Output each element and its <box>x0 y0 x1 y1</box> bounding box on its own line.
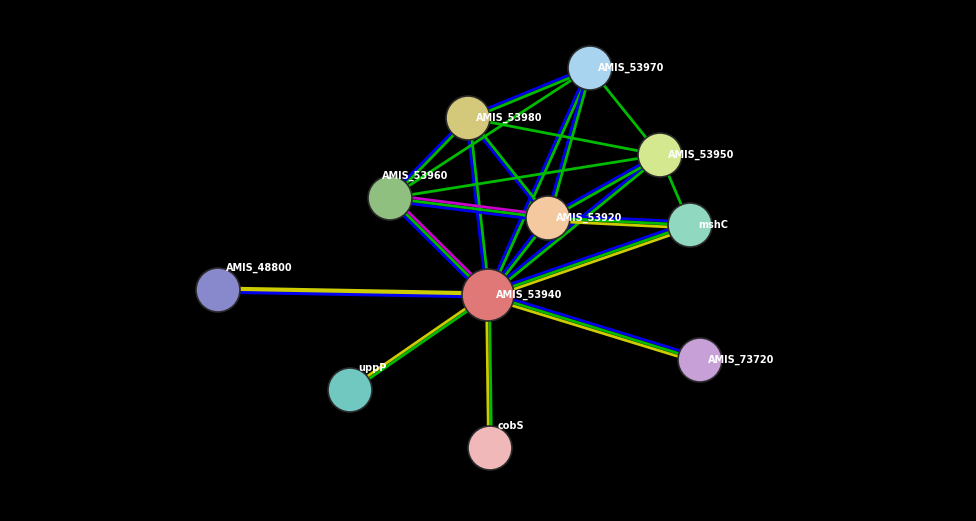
Circle shape <box>328 368 372 412</box>
Circle shape <box>638 133 682 177</box>
Circle shape <box>446 96 490 140</box>
Circle shape <box>462 269 514 321</box>
Circle shape <box>196 268 240 312</box>
Text: AMIS_53920: AMIS_53920 <box>556 213 623 223</box>
Text: AMIS_53980: AMIS_53980 <box>476 113 543 123</box>
Text: AMIS_53970: AMIS_53970 <box>598 63 665 73</box>
Circle shape <box>468 426 512 470</box>
Circle shape <box>668 203 712 247</box>
Circle shape <box>526 196 570 240</box>
Text: AMIS_73720: AMIS_73720 <box>708 355 774 365</box>
Text: AMIS_48800: AMIS_48800 <box>226 263 293 273</box>
Circle shape <box>568 46 612 90</box>
Circle shape <box>678 338 722 382</box>
Text: cobS: cobS <box>498 421 525 431</box>
Text: mshC: mshC <box>698 220 728 230</box>
Text: AMIS_53950: AMIS_53950 <box>668 150 734 160</box>
Text: uppP: uppP <box>358 363 386 373</box>
Text: AMIS_53960: AMIS_53960 <box>382 171 448 181</box>
Text: AMIS_53940: AMIS_53940 <box>496 290 562 300</box>
Circle shape <box>368 176 412 220</box>
